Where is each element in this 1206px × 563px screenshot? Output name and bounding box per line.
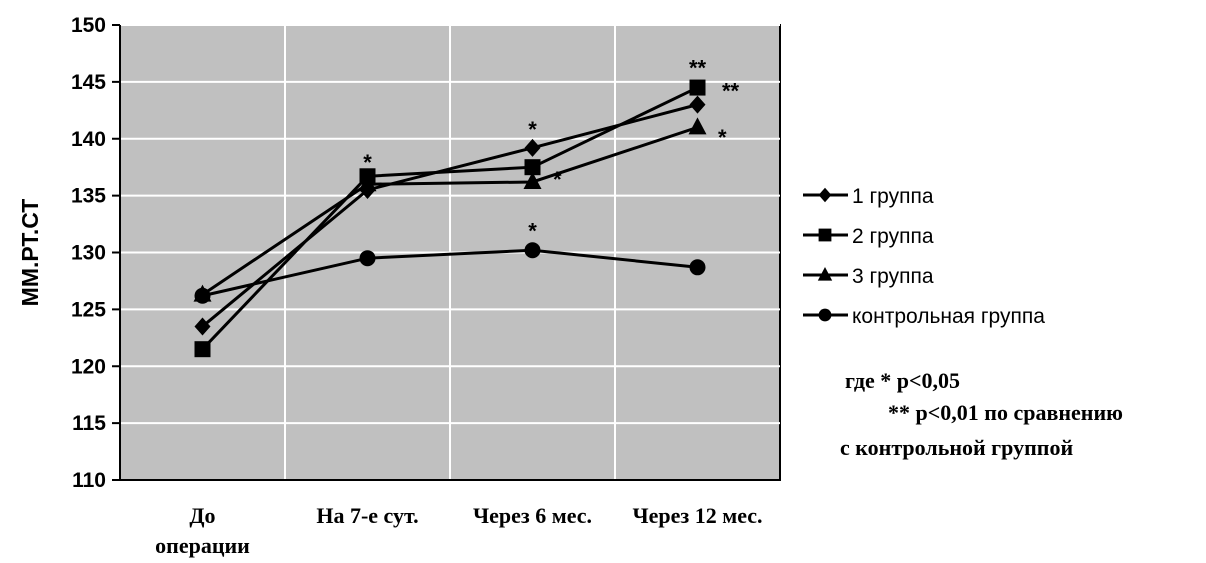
x-tick-label: Через 12 мес. [632,503,762,528]
triangle-marker [688,117,707,135]
significance-marker: * [363,150,372,175]
legend-item: 1 группа [803,185,934,208]
circle-marker [359,250,376,267]
note-line: ** p<0,01 по сравнению [888,400,1123,425]
diamond-marker [194,317,211,336]
y-tick-label: 115 [72,412,106,435]
x-tick-labels: До операции На 7-е сут. Через 6 мес. Через 1… [155,503,762,558]
y-tick-label: 135 [71,185,106,208]
significance-marker: * [553,167,562,192]
square-marker [524,159,541,176]
x-tick-label: До операции [155,503,250,558]
legend-label: 2 группа [852,225,934,248]
y-axis-label: ММ.РТ.СТ [17,199,43,307]
note-line: с контрольной группой [840,435,1073,460]
y-tick-label: 130 [71,242,106,265]
y-tick-label: 120 [71,355,106,378]
legend-item: 3 группа [803,265,934,288]
significance-annotations: ********* [363,56,739,244]
legend-item: 2 группа [803,225,934,248]
y-tick-label: 125 [71,298,106,321]
significance-marker: ** [722,78,740,103]
series-4 [194,242,706,304]
legend-label: контрольная группа [852,305,1045,328]
circle-marker [524,242,541,259]
significance-marker: * [718,125,727,150]
square-marker [194,341,211,358]
series-line [202,248,698,298]
circle-marker [689,259,706,276]
circle-marker [818,308,832,322]
triangle-marker [817,267,833,281]
series [193,79,707,358]
legend-label: 1 группа [852,185,934,208]
square-marker [818,228,832,242]
series-line [201,125,698,296]
significance-marker: ** [689,56,707,81]
triangle-marker [358,174,377,192]
diamond-marker [689,95,706,114]
triangle-marker [523,171,542,189]
significance-note: где * p<0,05 ** p<0,01 по сравнению с конт… [840,368,1123,460]
y-tick-label: 145 [71,71,106,94]
legend-item: контрольная группа [803,305,1045,328]
diamond-marker [818,187,832,203]
note-line: где * p<0,05 [845,368,960,393]
diamond-marker [524,138,541,157]
grid [112,24,780,481]
significance-marker: * [528,117,537,142]
y-tick-label: 150 [71,14,106,37]
x-tick-label: Через 6 мес. [473,503,592,528]
legend-label: 3 группа [852,265,934,288]
series-line [201,86,699,351]
legend: 1 группа 2 группа 3 группа контрольная груп… [803,185,1045,328]
y-tick-label: 140 [71,128,106,151]
y-tick-label: 110 [72,469,106,492]
square-marker [689,79,706,96]
y-tick-labels: 110 115 120 125 130 135 140 145 150 [71,14,106,492]
significance-marker: * [528,218,537,243]
x-tick-label: На 7-е сут. [316,503,418,528]
circle-marker [194,287,211,304]
